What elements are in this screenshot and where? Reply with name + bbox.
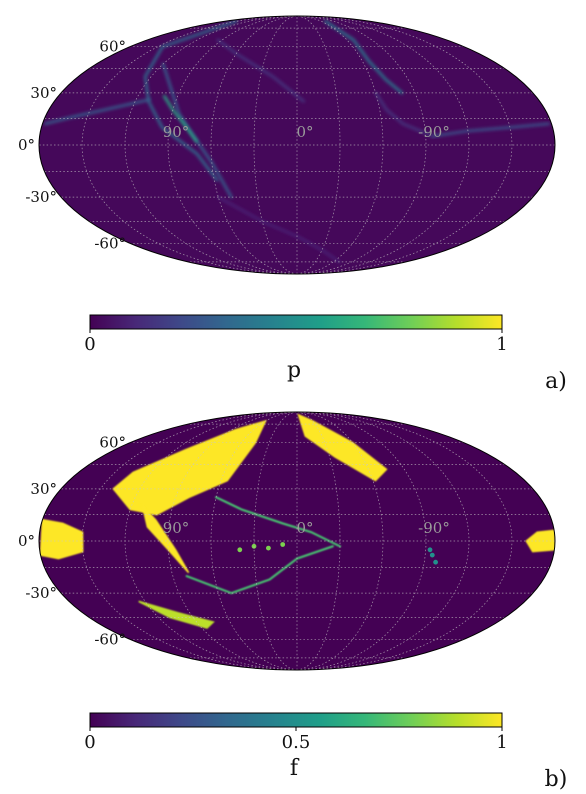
map-outline — [38, 411, 556, 671]
map-arc-6 — [215, 496, 342, 548]
lon-tick-label: 0° — [296, 519, 313, 537]
graticule-meridian — [124, 16, 298, 274]
map-spot-8-2 — [427, 547, 433, 553]
map-region-1 — [141, 503, 190, 574]
lat-tick-label: 30° — [30, 84, 57, 102]
graticule-meridian — [296, 412, 384, 670]
graticule-meridian — [296, 16, 384, 274]
map-panel-a: 90° 0° -90° 60° 30° 0° -30° -60° 0 1 p a) — [18, 15, 567, 394]
graticule-meridian — [210, 16, 298, 274]
lat-tick-label: 30° — [30, 480, 57, 498]
lat-tick-label: -60° — [94, 630, 126, 648]
map-arc-6 — [431, 122, 550, 138]
map-region-0 — [112, 419, 267, 516]
lat-tick-label: -30° — [25, 584, 57, 602]
map-spot-9-3 — [237, 547, 243, 553]
panel-label: b) — [545, 767, 568, 792]
graticule-meridian — [210, 412, 298, 670]
lon-tick-label: 90° — [163, 519, 190, 537]
lat-tick-label: -30° — [25, 188, 57, 206]
colorbar-tick-label: 0 — [84, 334, 95, 355]
map-arc-7 — [185, 545, 334, 595]
map-panel-b: 90° 0° -90° 60° 30° 0° -30° -60° 0 0.5 1 f b) — [18, 411, 568, 792]
map-spot-9-2 — [280, 542, 286, 547]
colorbar-tick-label: 1 — [496, 334, 507, 355]
map-spot-8-1 — [433, 559, 438, 565]
graticule-meridian — [81, 16, 298, 274]
graticule-meridian — [296, 412, 470, 670]
colorbar-label: f — [290, 756, 300, 781]
graticule — [39, 412, 555, 670]
map-spot-9-1 — [266, 545, 271, 551]
map-region-2 — [297, 413, 388, 482]
lon-tick-label: 0° — [296, 123, 313, 141]
graticule-meridian — [296, 16, 513, 274]
colorbar-label: p — [287, 358, 301, 383]
colorbar-tick-label: 1 — [496, 732, 507, 753]
colorbar-tick-label: 0 — [84, 732, 95, 753]
graticule-meridian — [296, 16, 470, 274]
graticule-meridian — [81, 412, 298, 670]
map-arc-1 — [161, 62, 233, 199]
lon-tick-label: -90° — [418, 519, 450, 537]
map-region-5 — [138, 600, 215, 629]
lat-tick-label: 60° — [99, 434, 126, 452]
lon-tick-label: -90° — [418, 123, 450, 141]
lon-tick-label: 90° — [163, 123, 190, 141]
colorbar — [89, 712, 503, 728]
map-arc-5 — [324, 19, 404, 95]
map-spot-8-0 — [429, 552, 435, 558]
lat-tick-label: 0° — [18, 532, 35, 550]
map-arc-3 — [44, 98, 151, 126]
map-arc-0 — [143, 19, 238, 182]
map-outline — [38, 15, 556, 275]
lat-tick-label: 0° — [18, 136, 35, 154]
panel-label: a) — [545, 369, 567, 394]
colorbar — [89, 314, 503, 330]
graticule-meridian — [296, 412, 513, 670]
colorbar-tick-label: 0.5 — [282, 732, 311, 753]
map-data-layer — [39, 413, 555, 629]
lat-tick-label: 60° — [99, 38, 126, 56]
graticule-meridian — [124, 412, 298, 670]
lat-tick-label: -60° — [94, 234, 126, 252]
map-arc-7 — [374, 91, 435, 138]
map-arc-2 — [163, 94, 198, 143]
graticule — [39, 16, 555, 274]
